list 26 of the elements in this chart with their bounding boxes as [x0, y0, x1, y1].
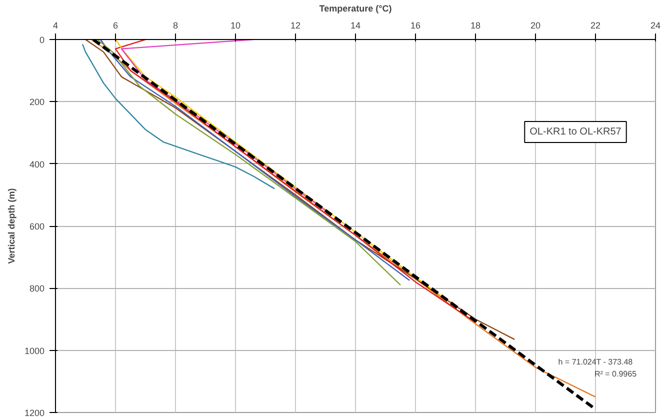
- y-tick-label: 0: [39, 35, 45, 45]
- y-tick-label: 600: [29, 222, 45, 232]
- line-series: [114, 40, 476, 323]
- x-tick-label: 10: [230, 20, 241, 30]
- annotation: OL-KR1 to OL-KR57: [530, 126, 622, 138]
- y-tick-label: 200: [29, 97, 45, 108]
- x-tick-label: 8: [172, 20, 178, 30]
- y-tick-label: 800: [29, 284, 45, 294]
- line-series: [84, 40, 516, 340]
- x-tick-label: 6: [112, 20, 118, 30]
- x-tick-label: 16: [410, 20, 421, 30]
- annotation: R² = 0.9965: [594, 370, 638, 378]
- x-tick-label: 18: [470, 20, 481, 30]
- x-tick-label: 20: [530, 20, 541, 30]
- line-series: [82, 44, 276, 190]
- x-tick-label: 12: [290, 20, 301, 30]
- y-tick-label: 1000: [24, 346, 45, 356]
- x-tick-label: 14: [350, 20, 361, 30]
- annotation: h = 71.024T - 373.48: [558, 358, 634, 366]
- y-tick-label: 400: [29, 159, 45, 170]
- x-tick-label: 24: [650, 20, 661, 30]
- x-tick-label: 22: [590, 20, 601, 30]
- y-axis-title: Vertical depth (m): [6, 188, 16, 264]
- x-axis-title: Temperature (°C): [319, 4, 392, 14]
- x-tick-label: 4: [52, 20, 58, 30]
- y-tick-label: 1200: [24, 408, 45, 417]
